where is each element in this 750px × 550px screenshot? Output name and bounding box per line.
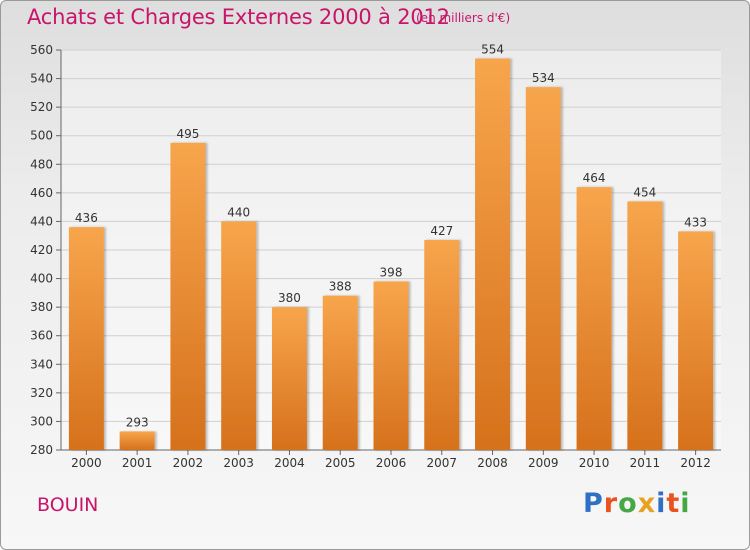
logo-letter: r xyxy=(603,488,619,519)
y-tick-label: 520 xyxy=(30,100,53,114)
logo-letter: x xyxy=(637,488,657,519)
logo-letter: o xyxy=(618,488,638,519)
logo-letter: i xyxy=(656,488,667,519)
data-label: 454 xyxy=(633,185,656,199)
bars xyxy=(68,58,714,451)
x-tick-label: 2004 xyxy=(274,456,305,470)
bar xyxy=(68,227,104,450)
proxiti-logo[interactable]: Proxiti xyxy=(583,488,691,519)
bar xyxy=(678,231,714,450)
x-tick-label: 2000 xyxy=(71,456,102,470)
data-label: 495 xyxy=(176,127,199,141)
data-label: 398 xyxy=(380,265,403,279)
y-tick-label: 400 xyxy=(30,272,53,286)
commune-name: BOUIN xyxy=(37,494,99,516)
chart-title: Achats et Charges Externes 2000 à 2012 xyxy=(27,5,450,29)
bar xyxy=(525,87,561,451)
x-tick-label: 2012 xyxy=(680,456,711,470)
x-tick-label: 2002 xyxy=(173,456,204,470)
bar xyxy=(119,431,155,450)
y-tick-label: 280 xyxy=(30,443,53,457)
data-label: 436 xyxy=(75,211,98,225)
bar xyxy=(576,187,612,450)
y-tick-label: 380 xyxy=(30,300,53,314)
y-tick-label: 540 xyxy=(30,72,53,86)
y-tick-label: 560 xyxy=(30,43,53,57)
data-label: 380 xyxy=(278,291,301,305)
x-tick-label: 2010 xyxy=(579,456,610,470)
y-tick-label: 340 xyxy=(30,357,53,371)
x-tick-label: 2007 xyxy=(426,456,457,470)
y-tick-label: 460 xyxy=(30,186,53,200)
logo-letter: t xyxy=(666,488,681,519)
y-tick-label: 440 xyxy=(30,214,53,228)
x-tick-label: 2003 xyxy=(223,456,254,470)
bar xyxy=(170,142,206,450)
x-tick-label: 2006 xyxy=(376,456,407,470)
logo-letter: i xyxy=(680,488,691,519)
data-label: 433 xyxy=(684,215,707,229)
x-tick-label: 2008 xyxy=(477,456,508,470)
bar xyxy=(322,295,358,450)
bar xyxy=(475,58,511,450)
bar xyxy=(627,201,663,450)
chart-subtitle: (en milliers d'€) xyxy=(416,11,511,25)
data-label: 427 xyxy=(430,224,453,238)
y-tick-label: 420 xyxy=(30,243,53,257)
x-tick-label: 2001 xyxy=(122,456,153,470)
logo-letter: P xyxy=(583,488,604,519)
data-label: 293 xyxy=(126,415,149,429)
bar xyxy=(271,307,307,450)
data-label: 464 xyxy=(583,171,606,185)
bar xyxy=(424,240,460,450)
y-tick-label: 500 xyxy=(30,129,53,143)
data-label: 534 xyxy=(532,71,555,85)
data-labels: 436 293 495 440 380 388 398 427 554 534 464 454 433 xyxy=(75,43,707,430)
y-tick-label: 360 xyxy=(30,329,53,343)
bar xyxy=(373,281,409,450)
y-tick-label: 300 xyxy=(30,414,53,428)
x-tick-label: 2005 xyxy=(325,456,356,470)
data-label: 388 xyxy=(329,280,352,294)
data-label: 440 xyxy=(227,205,250,219)
data-label: 554 xyxy=(481,43,504,57)
y-tick-label: 320 xyxy=(30,386,53,400)
x-tick-label: 2011 xyxy=(630,456,661,470)
x-tick-label: 2009 xyxy=(528,456,559,470)
bar xyxy=(221,221,257,450)
y-tick-label: 480 xyxy=(30,157,53,171)
